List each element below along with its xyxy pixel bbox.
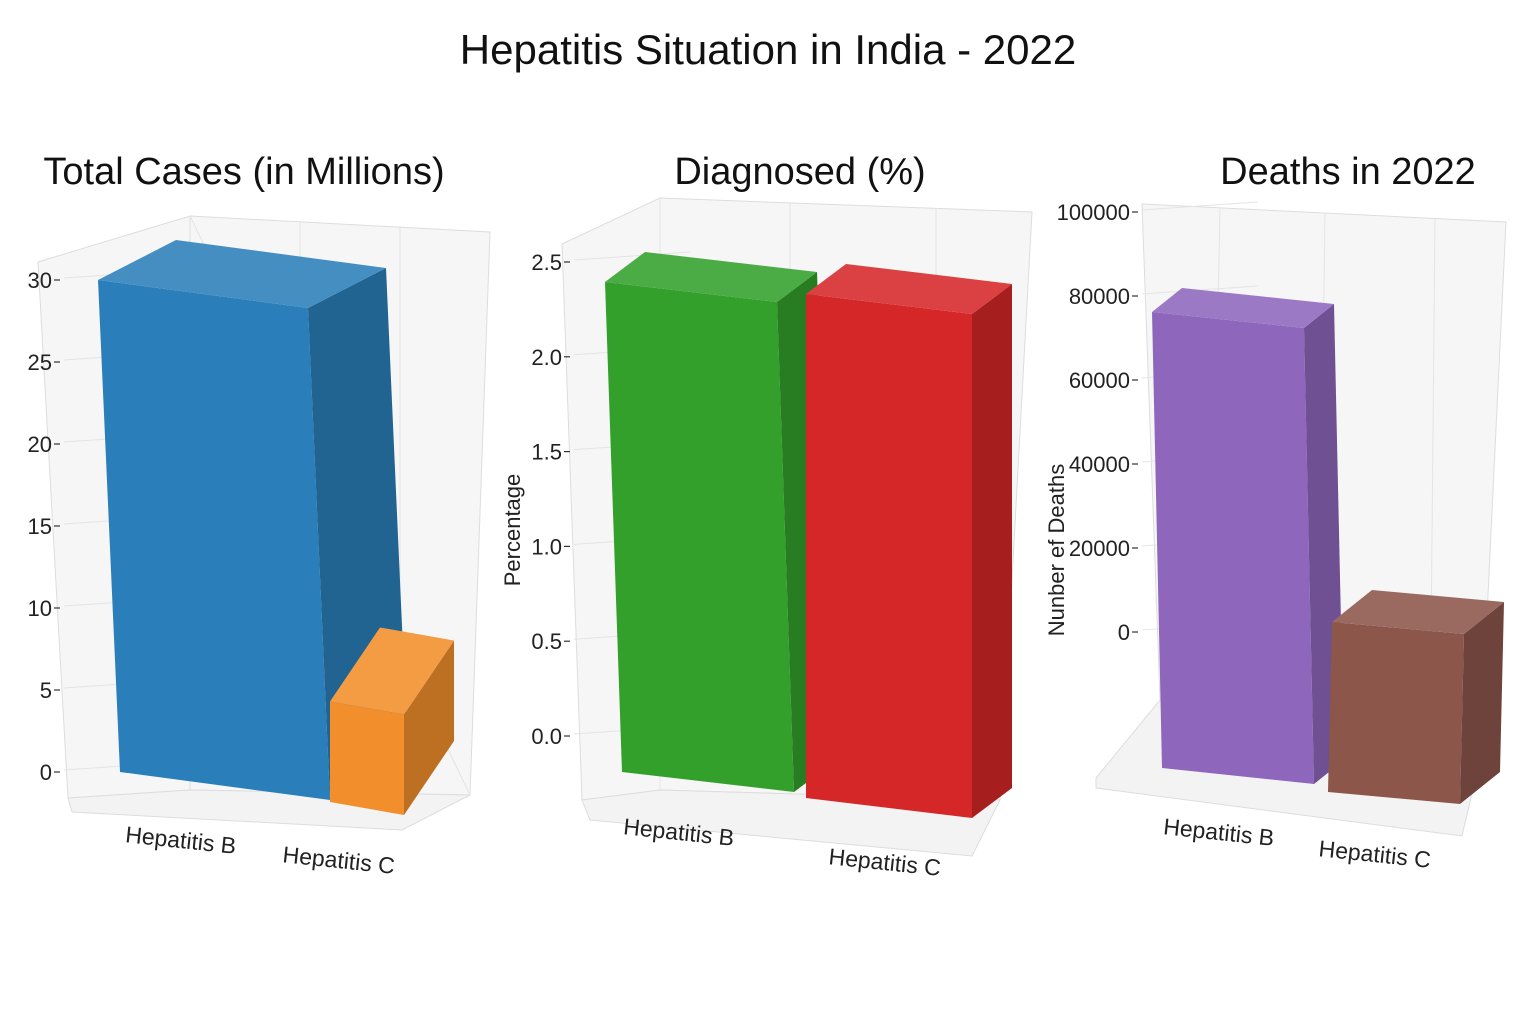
y-tick-label: 80000 [1069,284,1130,309]
y-tick-label: 5 [40,678,52,703]
gridline [1141,201,1259,211]
bar-hepatitis-b-front [98,280,330,800]
y-tick-label: 2.0 [531,345,562,370]
gridline [573,251,691,261]
bar-hepatitis-c-top [330,627,454,715]
bar-hepatitis-c-front [1328,622,1464,804]
y-tick-label: 15 [28,514,52,539]
bar-hepatitis-c-front [806,294,972,818]
bar-hepatitis-b-front [605,282,794,792]
y-tick-label: 0 [1118,620,1130,645]
bar-hepatitis-c-side [1460,602,1504,804]
y-tick-label: 1.0 [531,534,562,559]
bar-hepatitis-b-top [98,240,386,308]
y-tick-label: 0.0 [531,724,562,749]
chart-1-title: Total Cases (in Millions) [43,151,444,193]
chart-3-ylabel: Nunber ef Deaths [1044,464,1069,636]
y-tick-label: 0 [40,760,52,785]
y-tick-label: 60000 [1069,368,1130,393]
chart-3-bars [1152,288,1504,804]
chart-2-title: Diagnosed (%) [674,151,925,193]
bar-hepatitis-b-top [1152,288,1334,328]
chart-2-yticks: 0.0 0.5 1.0 1.5 2.0 2.5 [531,250,570,749]
chart-2-bars [605,252,1012,818]
bar-hepatitis-b-front [1152,312,1314,784]
bar-hepatitis-c-side [404,640,454,815]
bar-hepatitis-c-top [1332,590,1504,634]
y-tick-label: 20 [28,432,52,457]
bar-hepatitis-c-side [972,284,1012,818]
bar-hepatitis-c-top [806,264,1012,314]
bar-hepatitis-c-front [330,701,404,815]
chart-3-category-label: Hepatitis B [1162,813,1275,850]
chart-3-yticks: 0 20000 40000 60000 80000 100000 [1057,200,1138,645]
y-tick-label: 2.5 [531,250,562,275]
main-title: Hepatitis Situation in India - 2022 [459,26,1077,73]
y-tick-label: 0.5 [531,629,562,654]
y-tick-label: 40000 [1069,452,1130,477]
chart-2-ylabel: Percentage [500,474,525,587]
y-tick-label: 30 [28,268,52,293]
chart-1-bars [98,240,454,815]
y-tick-label: 10 [28,596,52,621]
chart-3-category-label: Hepatitis C [1318,835,1433,873]
y-tick-label: 20000 [1069,536,1130,561]
chart-1-yticks: 0 5 10 15 20 25 30 [28,268,60,785]
bar-hepatitis-b-top [605,252,817,302]
y-tick-label: 1.5 [531,440,562,465]
y-tick-label: 100000 [1057,200,1130,225]
y-tick-label: 25 [28,350,52,375]
chart-3-title: Deaths in 2022 [1220,151,1476,193]
